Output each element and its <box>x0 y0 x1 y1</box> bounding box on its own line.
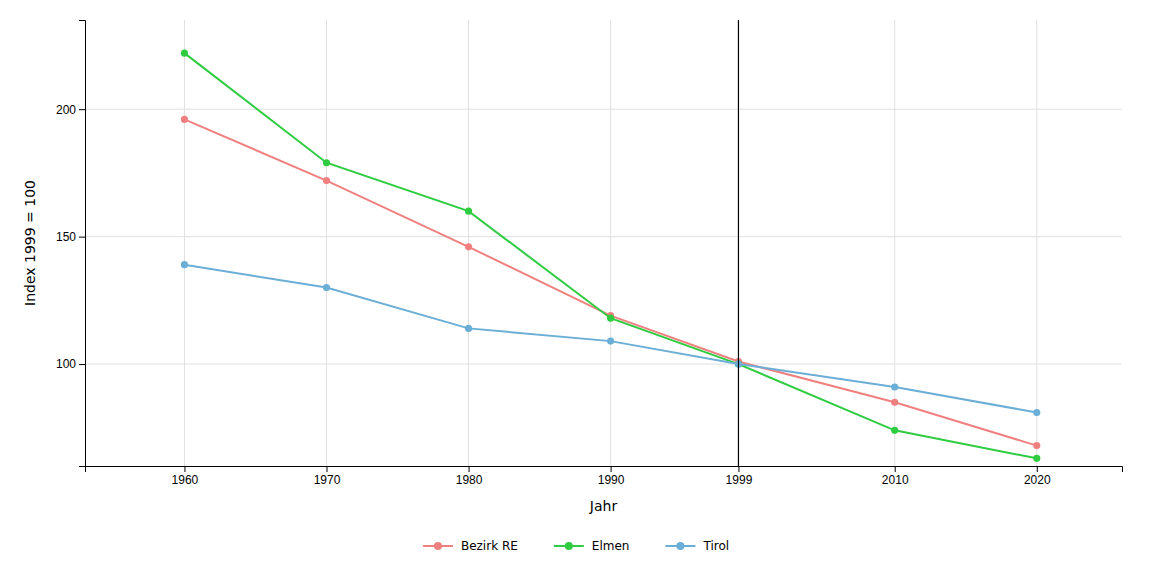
legend-marker <box>434 542 442 550</box>
grid-line <box>85 109 1122 110</box>
x-axis-title: Jahr <box>589 498 618 514</box>
tick: 1980 <box>456 466 483 487</box>
tick-label: 2010 <box>882 473 909 487</box>
y-axis: 100 150 200 <box>56 21 86 467</box>
tick-label: 100 <box>56 357 76 371</box>
tick-mark <box>79 364 85 365</box>
grid-line <box>610 20 611 466</box>
grid-line <box>468 20 469 466</box>
x-axis: 1960 1970 1980 1990 1999 2010 2020 <box>86 466 1123 487</box>
grid-line <box>738 20 739 466</box>
axis-line <box>86 467 1123 473</box>
data-point <box>465 243 472 250</box>
chart-container: 1960 1970 1980 1990 1999 2010 2020 100 150 200 Jah… <box>0 0 1152 576</box>
data-point <box>323 159 330 166</box>
legend-marker <box>565 542 573 550</box>
data-point <box>891 427 898 434</box>
grid-line <box>1036 20 1037 466</box>
legend: Bezirk RE Elmen Tirol <box>423 539 729 553</box>
data-point <box>607 315 614 322</box>
data-point <box>607 338 614 345</box>
tick-mark <box>738 466 739 472</box>
plot-area <box>181 20 1040 466</box>
tick-mark <box>184 466 185 472</box>
data-point <box>181 261 188 268</box>
legend-label: Elmen <box>592 539 630 553</box>
tick: 2010 <box>882 466 909 487</box>
legend-item: Tirol <box>665 539 729 553</box>
tick-label: 200 <box>56 103 76 117</box>
tick: 1990 <box>598 466 625 487</box>
tick-mark <box>469 466 470 472</box>
tick-mark <box>79 109 85 110</box>
data-point <box>323 177 330 184</box>
reference-line <box>738 20 739 466</box>
data-point <box>891 383 898 390</box>
tick-mark <box>79 237 85 238</box>
y-axis-title: Index 1999 = 100 <box>22 180 38 306</box>
grid-line <box>326 20 327 466</box>
tick-label: 1960 <box>172 473 199 487</box>
data-point <box>1033 455 1040 462</box>
data-point <box>181 116 188 123</box>
data-point <box>891 399 898 406</box>
tick-label: 2020 <box>1024 473 1051 487</box>
tick: 1970 <box>314 466 341 487</box>
tick-label: 1990 <box>598 473 625 487</box>
data-point <box>465 325 472 332</box>
data-point <box>465 208 472 215</box>
tick: 1960 <box>172 466 199 487</box>
series-line <box>184 119 1036 445</box>
series-line <box>184 265 1036 413</box>
tick-label: 150 <box>56 230 76 244</box>
data-point <box>181 50 188 57</box>
tick-label: 1970 <box>314 473 341 487</box>
tick: 100 <box>56 357 85 371</box>
tick-label: 1999 <box>726 473 753 487</box>
legend-label: Bezirk RE <box>461 539 518 553</box>
tick: 1999 <box>726 466 753 487</box>
tick-label: 1980 <box>456 473 483 487</box>
axis-line <box>79 21 86 467</box>
tick: 200 <box>56 103 85 117</box>
data-point <box>1033 442 1040 449</box>
legend-item: Bezirk RE <box>423 539 518 553</box>
grid <box>85 20 1122 466</box>
tick-mark <box>1037 466 1038 472</box>
data-point <box>323 284 330 291</box>
legend-marker <box>676 542 684 550</box>
tick: 2020 <box>1024 466 1051 487</box>
series-line <box>184 53 1036 458</box>
data-point <box>1033 409 1040 416</box>
legend-item: Elmen <box>554 539 630 553</box>
chart: 1960 1970 1980 1990 1999 2010 2020 100 150 200 Jah… <box>0 0 1152 576</box>
grid-line <box>184 20 185 466</box>
tick-mark <box>326 466 327 472</box>
grid-line <box>85 236 1122 237</box>
tick-mark <box>895 466 896 472</box>
tick: 150 <box>56 230 85 244</box>
grid-line <box>85 364 1122 365</box>
tick-mark <box>611 466 612 472</box>
legend-label: Tirol <box>702 539 729 553</box>
